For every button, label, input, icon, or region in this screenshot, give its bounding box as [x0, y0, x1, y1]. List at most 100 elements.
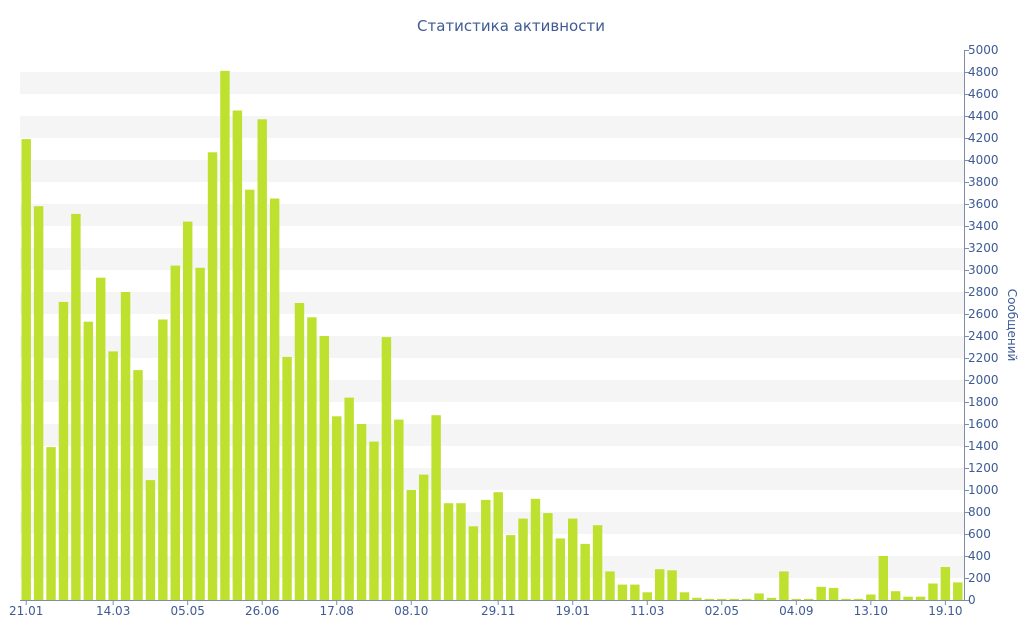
bar[interactable] [617, 584, 628, 600]
bar[interactable] [679, 592, 690, 600]
bar[interactable] [580, 543, 590, 600]
bar[interactable] [468, 526, 479, 600]
bar[interactable] [406, 490, 416, 600]
grid-band [20, 160, 964, 182]
bar[interactable] [853, 598, 864, 600]
bar[interactable] [704, 598, 715, 600]
y-tick-label: 4800 [968, 65, 999, 79]
bar[interactable] [120, 292, 131, 600]
y-tick-label: 2800 [968, 285, 999, 299]
y-tick-label: 1200 [968, 461, 999, 475]
bar[interactable] [220, 70, 230, 600]
y-axis-label: Сообщений [1005, 289, 1019, 362]
bar[interactable] [779, 571, 789, 600]
bar[interactable] [431, 415, 441, 600]
bar[interactable] [108, 351, 118, 600]
bar[interactable] [828, 587, 839, 600]
bar[interactable] [667, 570, 677, 600]
bar[interactable] [282, 356, 292, 600]
bar[interactable] [630, 584, 640, 600]
y-tick-label: 2200 [968, 351, 999, 365]
bar[interactable] [505, 535, 516, 600]
bar[interactable] [443, 503, 454, 600]
bar[interactable] [96, 277, 106, 600]
bar[interactable] [170, 265, 180, 600]
bar[interactable] [928, 583, 938, 601]
bar[interactable] [46, 447, 56, 600]
bar[interactable] [58, 301, 69, 600]
y-tick-label: 3600 [968, 197, 999, 211]
bar[interactable] [195, 267, 205, 600]
bar[interactable] [145, 480, 156, 600]
y-tick-label: 4400 [968, 109, 999, 123]
y-tick-label: 3200 [968, 241, 999, 255]
bar[interactable] [456, 503, 466, 600]
bar[interactable] [816, 586, 826, 600]
bar[interactable] [344, 397, 354, 600]
bar[interactable] [232, 110, 243, 601]
bar[interactable] [741, 598, 752, 600]
y-tick-label: 2600 [968, 307, 999, 321]
bar[interactable] [83, 321, 94, 600]
bar[interactable] [878, 556, 888, 600]
bar[interactable] [592, 525, 603, 600]
bar[interactable] [915, 596, 926, 600]
bar[interactable] [207, 152, 218, 601]
bar[interactable] [133, 370, 143, 600]
grid-band [20, 72, 964, 94]
bar[interactable] [182, 221, 193, 600]
bar[interactable] [33, 206, 44, 600]
bar[interactable] [642, 592, 652, 600]
bar[interactable] [356, 424, 367, 600]
bar[interactable] [332, 416, 342, 600]
bar[interactable] [841, 598, 851, 600]
bar[interactable] [791, 598, 802, 600]
bar[interactable] [481, 499, 491, 600]
bar[interactable] [543, 513, 553, 600]
bar[interactable] [418, 474, 429, 600]
grid-band [20, 380, 964, 402]
y-tick-label: 400 [968, 549, 991, 563]
x-tick-label: 08.10 [394, 604, 428, 618]
bar[interactable] [381, 337, 392, 600]
x-tick-label: 14.03 [96, 604, 130, 618]
bar[interactable] [245, 189, 255, 600]
x-tick-label: 17.08 [320, 604, 354, 618]
y-tick-label: 4200 [968, 131, 999, 145]
bar[interactable] [692, 597, 702, 600]
bar[interactable] [294, 303, 305, 600]
bar[interactable] [717, 598, 727, 600]
bar[interactable] [319, 336, 330, 600]
y-tick-label: 4000 [968, 153, 999, 167]
bar[interactable] [568, 518, 578, 600]
bar[interactable] [654, 569, 665, 600]
bar[interactable] [766, 597, 777, 600]
bar[interactable] [158, 319, 168, 601]
bar[interactable] [257, 119, 267, 601]
bar[interactable] [903, 596, 913, 600]
y-tick-label: 200 [968, 571, 991, 585]
bar[interactable] [307, 317, 317, 600]
bar[interactable] [493, 492, 503, 600]
bar[interactable] [269, 198, 280, 601]
x-tick-label: 26.06 [245, 604, 279, 618]
bar[interactable] [890, 591, 901, 600]
bar[interactable] [940, 567, 951, 600]
bar[interactable] [530, 498, 541, 600]
bar[interactable] [394, 419, 404, 600]
bar[interactable] [605, 571, 615, 600]
bar[interactable] [729, 598, 739, 600]
grid-bands [20, 72, 964, 578]
bar[interactable] [369, 441, 379, 600]
bar[interactable] [555, 538, 566, 600]
bar[interactable] [518, 518, 528, 600]
bar[interactable] [804, 598, 814, 600]
bar[interactable] [71, 213, 81, 600]
bar[interactable] [953, 582, 963, 600]
bar[interactable] [754, 593, 764, 600]
grid-band [20, 468, 964, 490]
bar[interactable] [866, 594, 876, 601]
x-tick-label: 13.10 [854, 604, 888, 618]
bar[interactable] [21, 139, 31, 600]
